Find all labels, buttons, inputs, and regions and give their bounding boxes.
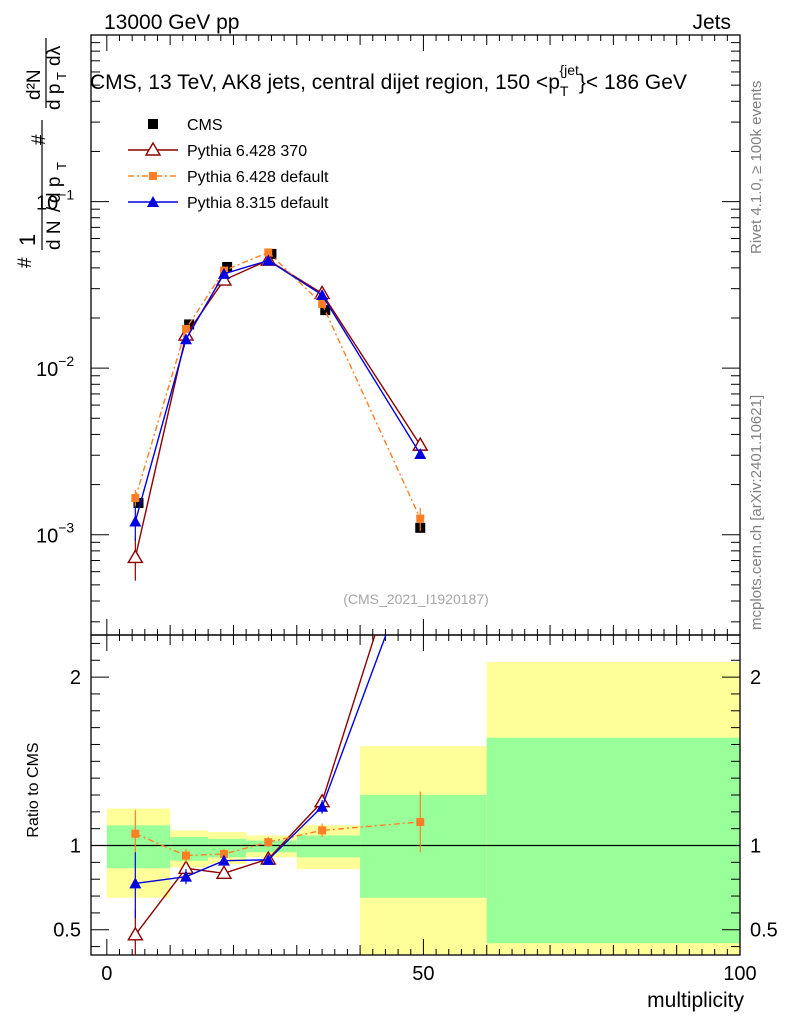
py6_default-ratio-point	[219, 849, 228, 858]
x-axis-label: multiplicity	[647, 989, 744, 1012]
legend: CMS Pythia 6.428 370 Pythia 6.428 default P…	[128, 117, 329, 212]
py8_default-point	[217, 267, 230, 279]
py6_default-point	[181, 324, 190, 333]
y-tick-label-exponent: −3	[58, 520, 74, 536]
py6_default-ratio-point	[264, 838, 273, 847]
py6_370-ratio-point	[127, 926, 144, 941]
rivet-version-label: Rivet 4.1.0, ≥ 100k events	[748, 81, 765, 254]
py6_370-ratio-point	[215, 864, 233, 880]
py8_default-ratio-point	[217, 854, 230, 866]
y-tick-label-ratio-right: 2	[750, 667, 761, 689]
ylabel-t-sub-2: T	[54, 72, 69, 80]
ylabel-hash-2: #	[29, 134, 50, 145]
x-tick-label: 50	[412, 963, 434, 985]
band-inner-6	[486, 737, 740, 944]
py6_default-point	[416, 514, 425, 523]
y-tick-label-ratio-right: 0.5	[750, 920, 778, 942]
x-tick-label: 0	[101, 963, 112, 985]
cms-point	[320, 305, 331, 316]
py6_default-ratio-point	[131, 829, 140, 838]
y-tick-label-ratio-left: 2	[70, 667, 81, 689]
legend-label-cms: CMS	[187, 117, 223, 134]
legend-label-py6_default: Pythia 6.428 default	[187, 169, 329, 186]
py6_370-point	[127, 549, 144, 564]
main-y-axis-label: # 1 d N / d p T # d²N d p T dλ	[15, 38, 69, 268]
py8_default-point	[414, 448, 427, 460]
band-inner-5	[360, 795, 487, 898]
py6_default-point	[318, 299, 327, 308]
py6_default-ratio-line	[135, 821, 421, 857]
energy-label: 13000 GeV pp	[104, 11, 239, 34]
ylabel-d2n: d²N	[24, 69, 45, 100]
legend-label-py6_370: Pythia 6.428 370	[187, 143, 307, 160]
ylabel-dpt: d p	[44, 177, 65, 203]
legend-marker-py8_default	[147, 196, 159, 207]
category-label: Jets	[692, 11, 731, 34]
py8_default-ratio-point	[316, 800, 329, 812]
y-tick-label-exponent: −2	[58, 353, 74, 369]
py8_default-ratio-point	[129, 877, 142, 889]
py8_default-point	[129, 515, 142, 527]
y-tick-label-exponent: −1	[58, 187, 74, 203]
analysis-watermark: (CMS_2021_I1920187)	[343, 591, 489, 607]
title-sup: {jet	[559, 62, 579, 78]
legend-marker-cms	[148, 119, 158, 129]
band-inner-3	[246, 840, 297, 853]
band-inner-2	[208, 838, 247, 858]
y-tick-label-ratio-left: 0.5	[53, 920, 81, 942]
ratio-y-axis-label: Ratio to CMS	[25, 742, 42, 837]
cms-point	[133, 498, 144, 509]
py6_default-ratio-point	[318, 826, 327, 835]
y-tick-label-main: 10−2	[36, 353, 74, 381]
title-prefix: CMS, 13 TeV, AK8 jets, central dijet reg…	[90, 71, 560, 94]
band-inner-4	[296, 835, 361, 858]
ratio-series-layer	[127, 635, 425, 955]
ylabel-dpt-2: d p	[44, 84, 65, 110]
mcplots-source-label: mcplots.cern.ch [arXiv:2401.10621]	[748, 395, 765, 630]
py6_default-point	[131, 494, 140, 503]
py6_default-ratio-point	[416, 817, 425, 826]
ylabel-one: 1	[15, 234, 40, 246]
title-suffix: }< 186 GeV	[579, 71, 687, 94]
py6_default-point	[264, 248, 273, 257]
y-tick-label-ratio-left: 1	[70, 836, 81, 858]
plot-title: CMS, 13 TeV, AK8 jets, central dijet reg…	[90, 62, 687, 99]
x-tick-label: 100	[723, 963, 756, 985]
py6_default-line	[134, 251, 421, 519]
ratio-uncertainty-bands	[91, 661, 740, 955]
py8_default-point	[316, 288, 329, 300]
py8_default-ratio-point	[179, 870, 192, 882]
py6_default-ratio-point	[181, 851, 190, 860]
py8_default-point	[262, 254, 275, 266]
py8_default-ratio-point	[262, 853, 275, 865]
ylabel-dlambda: dλ	[44, 45, 65, 66]
main-series-layer	[127, 248, 429, 581]
py8_default-line	[134, 259, 421, 522]
ylabel-dn: d N	[44, 220, 65, 250]
legend-label-py8_default: Pythia 8.315 default	[187, 195, 329, 212]
py6_370-line	[134, 259, 421, 558]
py8_default-point	[179, 333, 192, 345]
title-sub: T	[560, 83, 569, 99]
band-inner-1	[170, 837, 209, 861]
y-tick-label-ratio-right: 1	[750, 836, 761, 858]
legend-marker-py6_370	[144, 141, 162, 156]
legend-marker-py6_default	[149, 172, 157, 180]
y-tick-label-main: 10−3	[36, 520, 74, 548]
ylabel-hash-1: #	[15, 257, 36, 268]
ylabel-t-sub: T	[54, 162, 69, 170]
ylabel-slash: /	[44, 206, 65, 212]
